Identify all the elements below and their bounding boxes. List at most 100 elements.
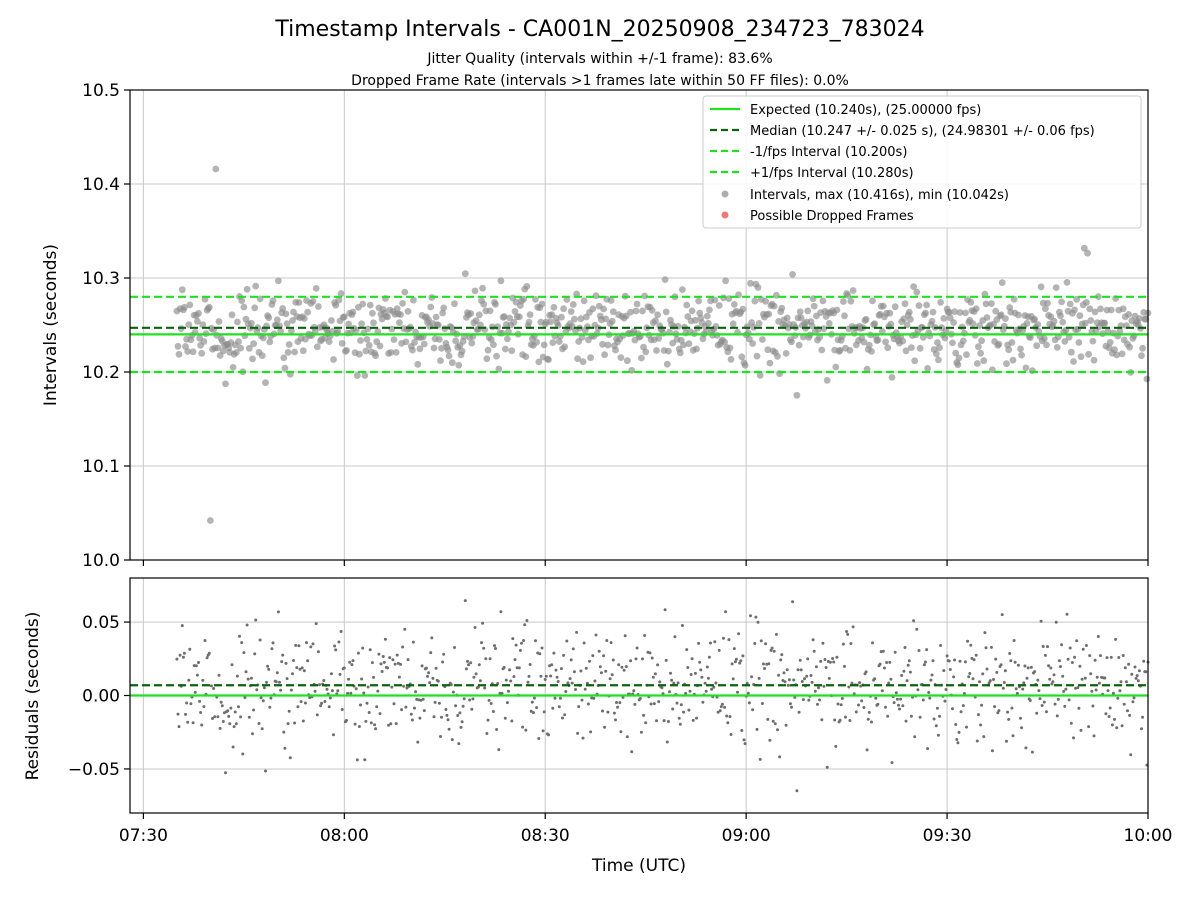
interval-point <box>328 317 335 324</box>
interval-point <box>184 348 192 355</box>
residual-point <box>796 668 800 672</box>
residual-point <box>967 675 971 679</box>
residuals-points <box>175 599 1150 793</box>
residual-point <box>1132 696 1136 700</box>
residual-point <box>770 646 774 650</box>
interval-point <box>705 319 712 327</box>
residual-point <box>399 662 402 666</box>
residual-point <box>314 622 318 626</box>
residual-point <box>537 737 541 740</box>
residual-point <box>717 648 721 652</box>
interval-point <box>273 316 281 324</box>
interval-point <box>259 334 267 342</box>
residual-point <box>768 738 772 742</box>
residual-point <box>576 731 580 735</box>
legend-label-expected: Expected (10.240s), (25.00000 fps) <box>750 103 981 118</box>
residual-point <box>703 681 707 685</box>
interval-point <box>440 304 448 312</box>
residual-point <box>1140 727 1143 731</box>
interval-point <box>284 349 292 356</box>
residual-point <box>685 648 689 652</box>
residual-point <box>1096 635 1100 638</box>
residual-point <box>522 639 526 642</box>
residual-point <box>994 657 998 661</box>
residual-point <box>753 642 757 645</box>
residual-point <box>623 634 627 638</box>
interval-point <box>749 340 756 347</box>
interval-point <box>653 347 660 354</box>
residual-point <box>284 661 288 665</box>
residual-point <box>445 713 449 717</box>
residual-point <box>656 663 660 667</box>
residual-point <box>616 705 620 709</box>
residual-point <box>1037 689 1041 693</box>
residual-point <box>278 680 281 684</box>
interval-point <box>189 348 197 356</box>
interval-point <box>1076 312 1084 320</box>
residual-point <box>1091 704 1095 708</box>
interval-point <box>823 377 831 384</box>
residual-point <box>502 666 506 669</box>
residuals-y-tick-label: 0.00 <box>82 687 120 707</box>
interval-point <box>810 302 818 310</box>
residual-point <box>857 703 860 707</box>
residual-point <box>1007 717 1011 721</box>
residual-point <box>1128 713 1132 717</box>
interval-point <box>265 314 273 322</box>
residual-point <box>213 715 217 719</box>
residual-point <box>338 672 342 676</box>
interval-point <box>215 318 223 325</box>
residual-point <box>186 720 190 724</box>
interval-point <box>1071 306 1078 314</box>
interval-point <box>181 303 188 311</box>
interval-point <box>1033 342 1041 350</box>
residual-point <box>972 658 976 662</box>
residual-point <box>239 715 243 719</box>
interval-point <box>1101 319 1109 327</box>
residual-point <box>817 686 820 690</box>
residual-point <box>831 657 835 660</box>
interval-point <box>841 312 848 320</box>
interval-point <box>397 311 404 318</box>
residual-point <box>1127 662 1131 666</box>
residual-point <box>544 674 548 678</box>
interval-point <box>1063 279 1071 286</box>
residual-point <box>966 639 970 643</box>
interval-point <box>1139 344 1146 352</box>
residual-point <box>1046 645 1049 649</box>
residual-point <box>504 678 508 682</box>
residual-point <box>447 727 451 731</box>
residual-point <box>903 646 907 649</box>
residual-point <box>244 670 248 674</box>
interval-point <box>868 348 875 355</box>
residual-point <box>242 651 246 655</box>
interval-point <box>334 328 342 335</box>
residual-point <box>1097 681 1101 685</box>
chart-subtitle-jitter: Jitter Quality (intervals within +/-1 fr… <box>426 51 772 67</box>
residual-point <box>564 690 568 693</box>
residual-point <box>899 697 903 701</box>
interval-point <box>567 308 575 315</box>
residual-point <box>542 710 546 714</box>
interval-point <box>578 333 586 341</box>
interval-point <box>1009 356 1017 364</box>
residual-point <box>901 704 905 708</box>
residual-point <box>615 701 618 704</box>
residual-point <box>1000 613 1004 617</box>
interval-point <box>874 336 882 344</box>
interval-point <box>956 309 964 316</box>
residual-point <box>1048 677 1052 681</box>
interval-point <box>1070 358 1077 365</box>
interval-point <box>175 350 183 358</box>
residual-point <box>738 661 742 665</box>
interval-point <box>486 307 494 315</box>
interval-point <box>988 300 995 307</box>
residual-point <box>832 660 836 664</box>
interval-point <box>846 347 854 354</box>
residual-point <box>963 660 967 664</box>
interval-point <box>416 345 424 353</box>
interval-point <box>683 301 691 309</box>
interval-point <box>642 348 650 356</box>
residual-point <box>460 720 464 724</box>
residual-point <box>459 725 463 729</box>
